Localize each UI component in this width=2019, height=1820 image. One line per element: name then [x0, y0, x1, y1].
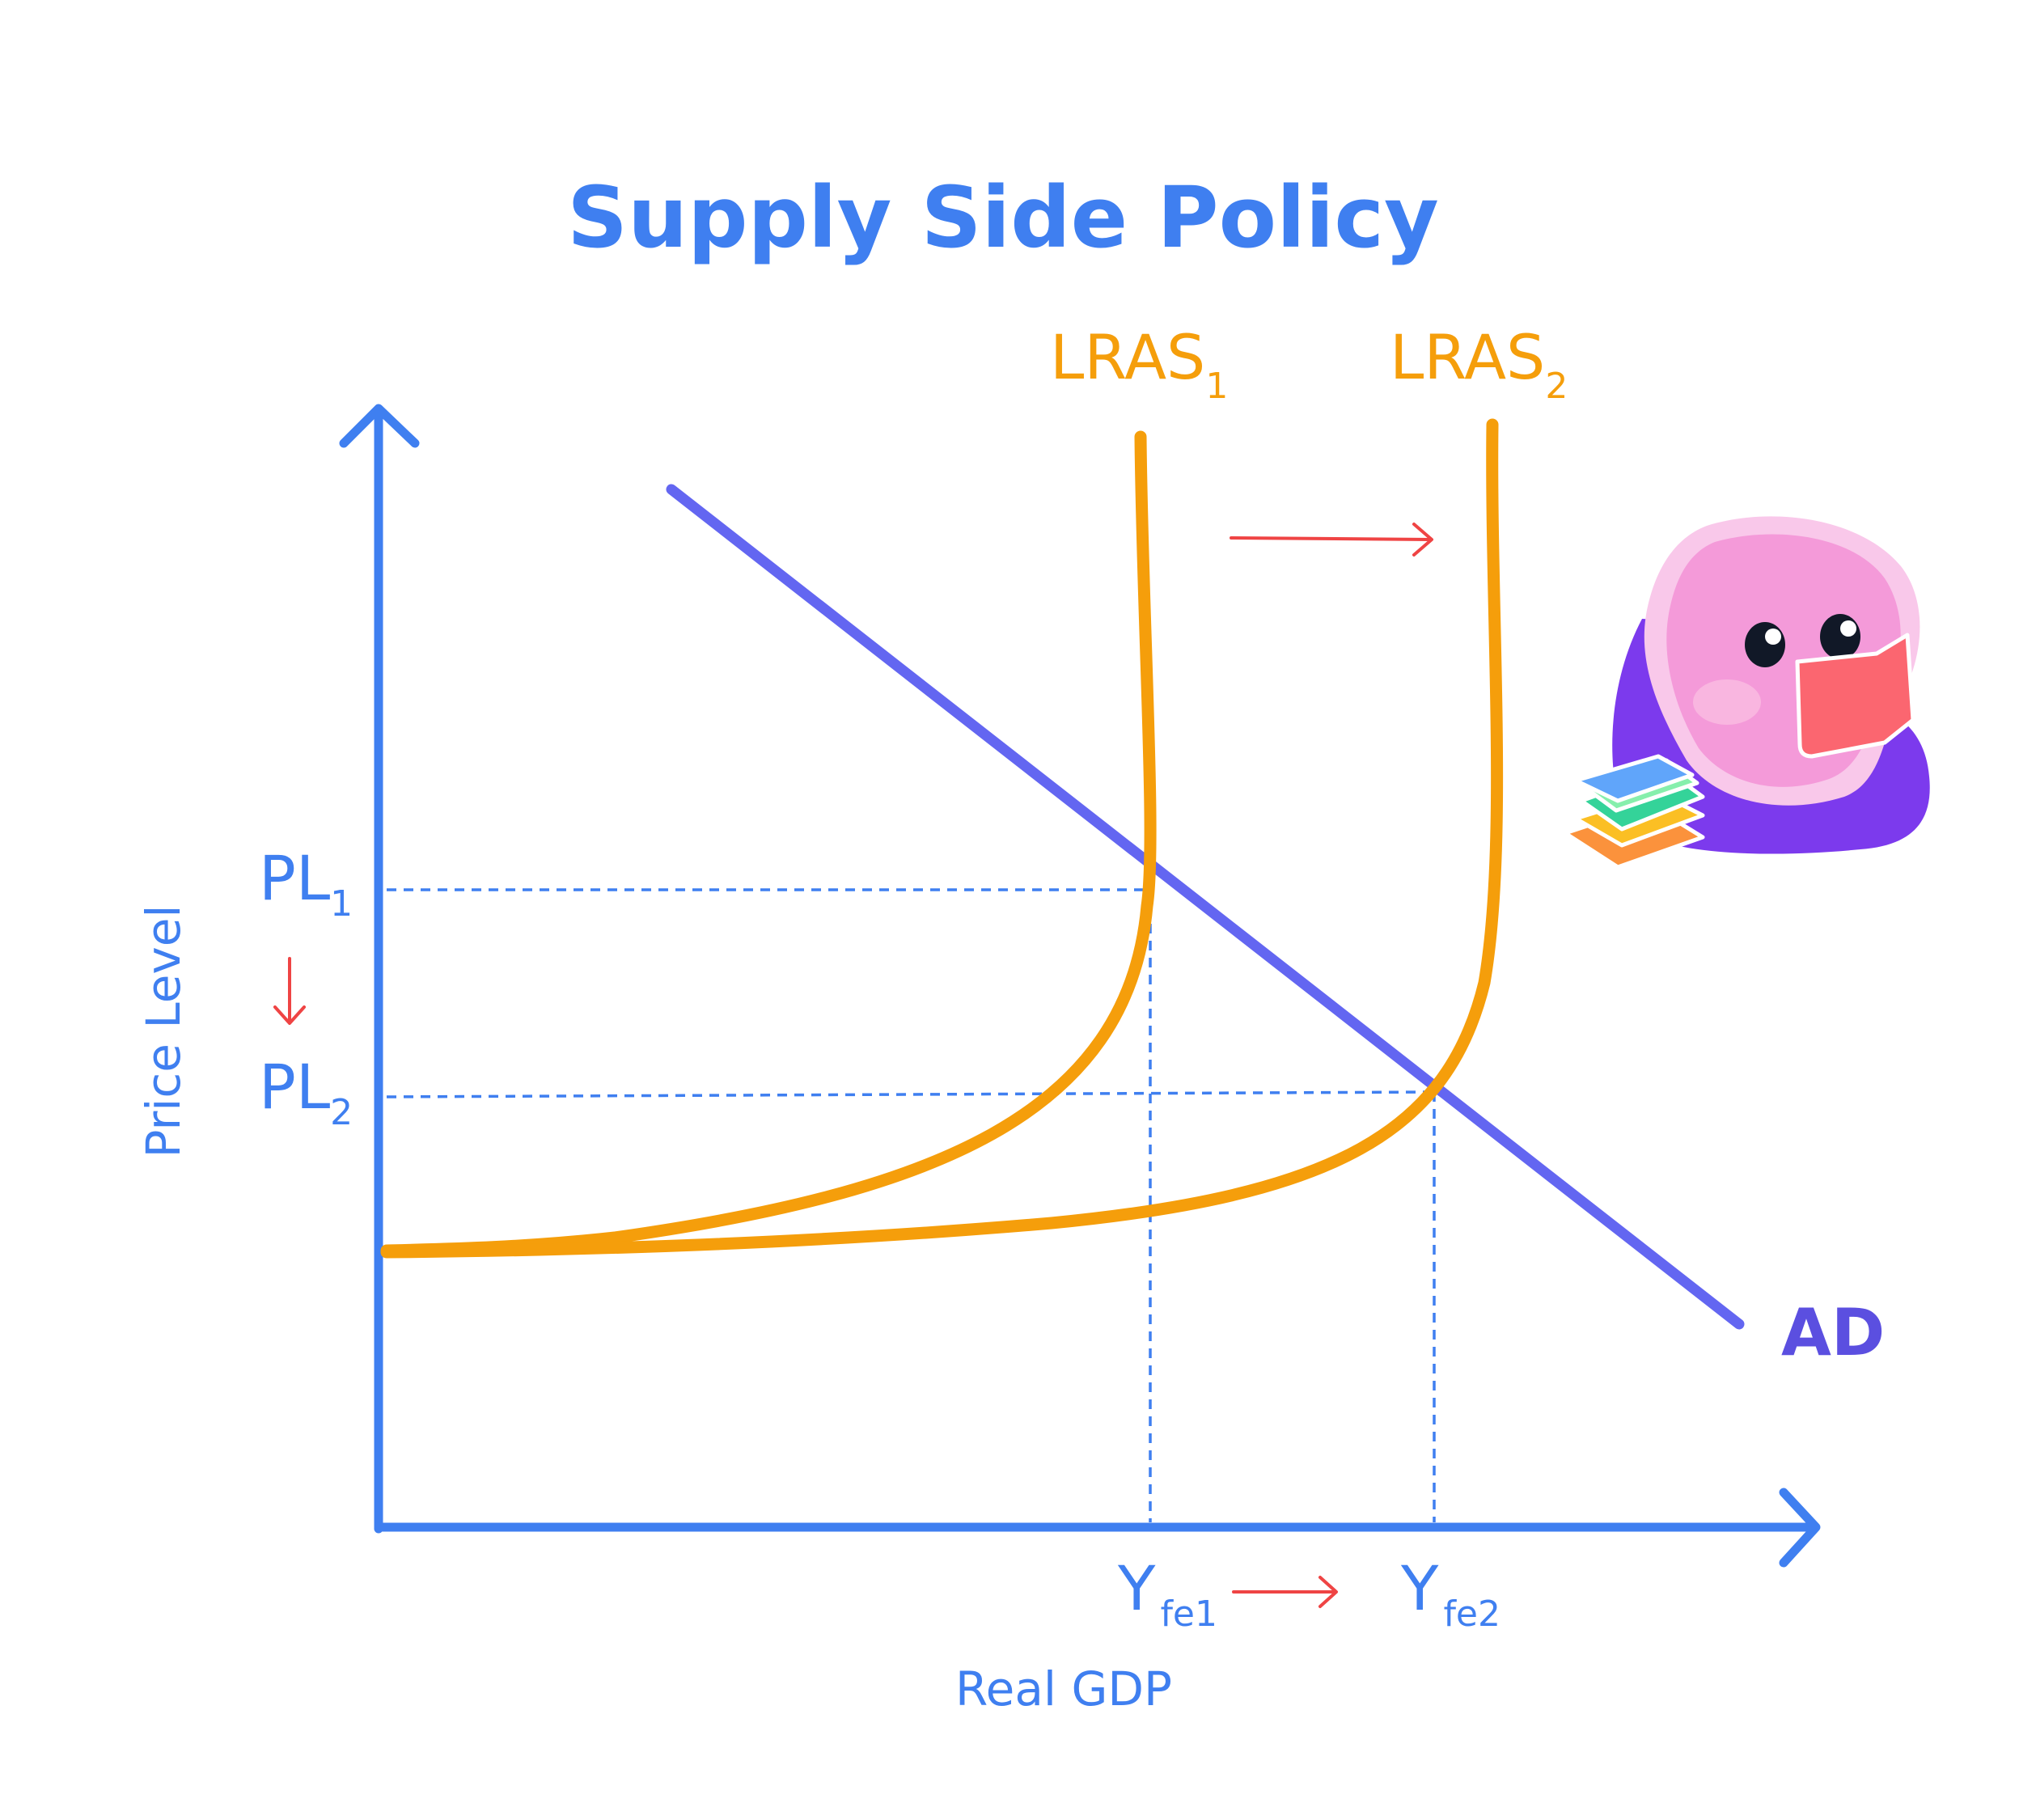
pl1-label: PL1 — [259, 842, 353, 925]
pl2-label-subscript: 2 — [330, 1092, 353, 1133]
pl2-label: PL2 — [259, 1051, 353, 1133]
guide-lines — [386, 888, 1436, 1522]
yfe2-label-subscript: fe2 — [1443, 1594, 1500, 1635]
mascot-left-eye-shine — [1765, 629, 1781, 645]
diagram-title: Supply Side Policy — [567, 168, 1439, 267]
x-axis-arrowhead — [1779, 1488, 1821, 1568]
price-level-down-arrow — [273, 957, 306, 1025]
yfe1-label-subscript: fe1 — [1160, 1594, 1217, 1635]
lras-shift-arrow — [1230, 523, 1433, 557]
yfe2-label-text: Y — [1400, 1552, 1439, 1624]
lras2-label-subscript: 2 — [1545, 366, 1568, 407]
ad-curve — [666, 484, 1745, 1330]
lras1-label-text: LRAS — [1050, 321, 1205, 393]
mascot-reading-book-icon — [1563, 516, 1930, 870]
mascot-right-eye — [1820, 614, 1860, 659]
pl2-guide — [386, 1090, 1434, 1098]
axes — [339, 404, 1821, 1568]
book-cover — [1795, 633, 1915, 759]
lras2-curve — [380, 418, 1504, 1259]
yfe1-label-text: Y — [1117, 1552, 1156, 1624]
ad-label: AD — [1781, 1295, 1885, 1370]
pl2-label-text: PL — [259, 1051, 330, 1123]
book-stack-icon — [1563, 754, 1705, 870]
lras2-label: LRAS2 — [1390, 321, 1568, 407]
shift-arrows — [273, 523, 1433, 1608]
mascot-cheek — [1693, 679, 1761, 725]
y-axis-arrowhead — [339, 404, 420, 448]
y-axis-title: Price Level — [136, 904, 191, 1158]
x-axis-title: Real GDP — [955, 1661, 1172, 1716]
lras1-label-subscript: 1 — [1205, 366, 1228, 407]
mascot-left-eye — [1745, 622, 1785, 667]
yfe-shift-arrow — [1232, 1576, 1338, 1608]
pl1-label-subscript: 1 — [330, 883, 353, 925]
lras2-label-text: LRAS — [1390, 321, 1545, 393]
lras-curves — [380, 418, 1504, 1259]
lras1-label: LRAS1 — [1050, 321, 1228, 407]
pl1-label-text: PL — [259, 842, 330, 914]
mascot-right-eye-shine — [1840, 620, 1856, 637]
